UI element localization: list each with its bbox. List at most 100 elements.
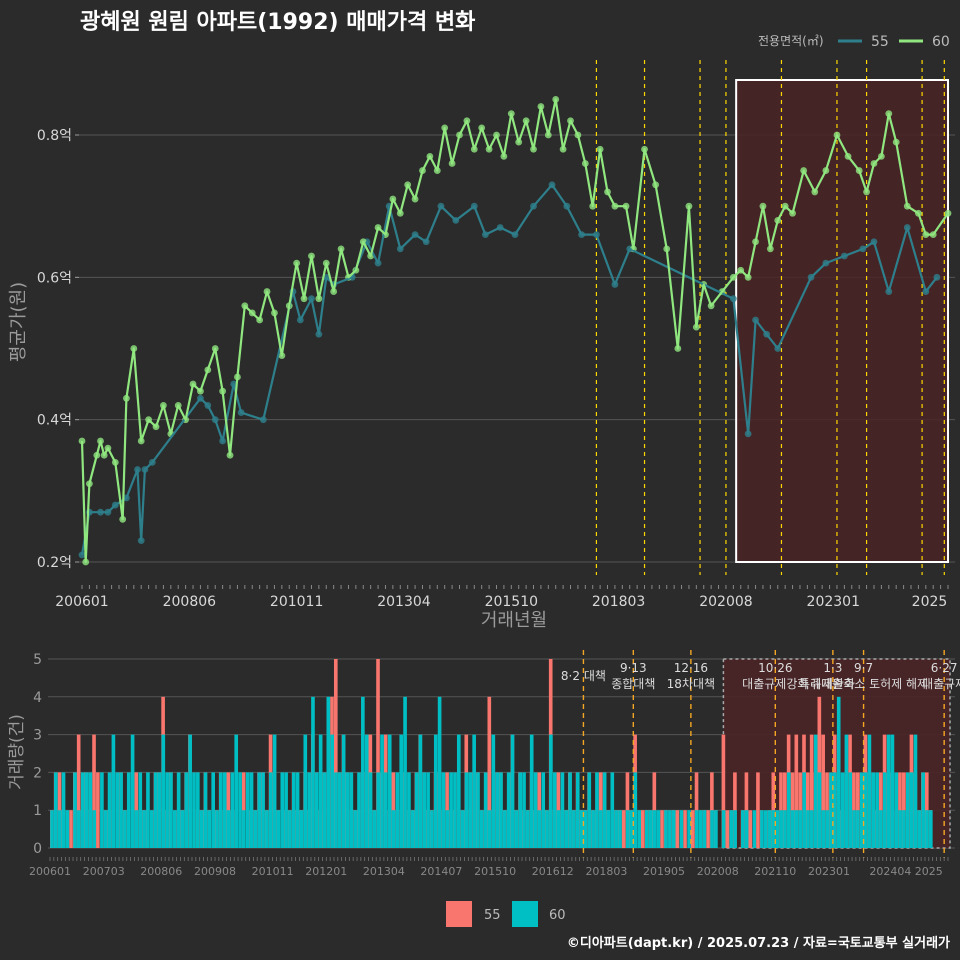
volume-bar-60 xyxy=(556,810,561,848)
volume-bar-60 xyxy=(598,810,603,848)
volume-bar-60 xyxy=(460,810,465,848)
volume-bar-60 xyxy=(92,810,97,848)
volume-bar-60 xyxy=(875,772,879,848)
volume-bar-60 xyxy=(410,810,415,848)
volume-bar-60 xyxy=(472,734,476,848)
volume-policy-label: 10·26 xyxy=(758,661,792,675)
price-highlight-box xyxy=(735,79,950,563)
volume-bar-60 xyxy=(591,810,595,848)
volume-bar-60 xyxy=(537,810,542,848)
volume-x-tick-label: 202008 xyxy=(697,865,739,878)
volume-bar-60 xyxy=(361,696,365,848)
volume-bar-60 xyxy=(276,810,281,848)
volume-bar-60 xyxy=(441,772,446,848)
volume-bar-60 xyxy=(107,772,112,848)
volume-bar-60 xyxy=(61,772,66,848)
volume-bar-55 xyxy=(487,696,492,848)
volume-bar-60 xyxy=(207,810,212,848)
volume-bar-60 xyxy=(579,810,584,848)
volume-bar-60 xyxy=(840,772,845,848)
volume-bar-60 xyxy=(787,772,791,848)
volume-bar-60 xyxy=(637,810,641,848)
volume-bar-60 xyxy=(503,810,507,848)
volume-bar-60 xyxy=(391,810,396,848)
volume-bar-60 xyxy=(299,810,304,848)
volume-policy-label: 종합대책 xyxy=(611,676,655,691)
price-line-55 xyxy=(80,183,938,556)
volume-policy-label: 대출규제 xyxy=(922,677,960,691)
volume-x-tick-label: 200703 xyxy=(83,865,125,878)
volume-bar-60 xyxy=(50,810,54,848)
volume-bar-60 xyxy=(829,772,833,848)
volume-bar-60 xyxy=(368,772,373,848)
price-y-tick-label: 0.8억 xyxy=(37,128,72,144)
volume-bar-60 xyxy=(422,772,427,848)
volume-bar-60 xyxy=(518,772,523,848)
volume-bar-60 xyxy=(326,696,331,848)
volume-bar-55 xyxy=(69,810,73,848)
volume-bar-60 xyxy=(522,772,526,848)
volume-bar-60 xyxy=(215,810,219,848)
volume-bar-60 xyxy=(752,810,757,848)
volume-bar-60 xyxy=(917,810,922,848)
volume-bar-60 xyxy=(871,772,876,848)
volume-bar-60 xyxy=(134,810,139,848)
volume-bar-60 xyxy=(533,772,538,848)
volume-bar-60 xyxy=(587,772,592,848)
price-x-tick-label: 201510 xyxy=(485,594,538,610)
volume-bar-60 xyxy=(844,734,849,848)
volume-bar-60 xyxy=(625,810,630,848)
volume-bar-60 xyxy=(821,810,826,848)
volume-bar-60 xyxy=(280,772,285,848)
volume-x-tick-label: 200908 xyxy=(194,865,236,878)
volume-bar-60 xyxy=(798,810,803,848)
volume-bar-60 xyxy=(399,734,404,848)
volume-bar-60 xyxy=(268,772,273,848)
volume-bar-55 xyxy=(76,734,81,848)
volume-bar-60 xyxy=(73,772,77,848)
price-y-tick-label: 0.4억 xyxy=(37,413,72,429)
volume-bar-60 xyxy=(123,810,127,848)
volume-bar-60 xyxy=(913,734,918,848)
volume-bar-60 xyxy=(384,772,388,848)
volume-bar-60 xyxy=(506,772,511,848)
volume-bar-60 xyxy=(261,772,265,848)
volume-bar-55 xyxy=(725,810,730,848)
legend-bottom-label-55: 55 xyxy=(484,908,501,923)
volume-bar-55 xyxy=(621,810,626,848)
volume-bar-60 xyxy=(687,810,691,848)
price-panel: 0.2억 0.4억 0.6억 0.8억 200601 200806 201011 20130… xyxy=(8,60,955,631)
volume-bar-60 xyxy=(583,810,588,848)
volume-policy-label: 9·13 xyxy=(620,661,647,675)
volume-bar-60 xyxy=(345,772,350,848)
volume-bar-60 xyxy=(568,772,572,848)
volume-bar-60 xyxy=(668,810,672,848)
price-x-tick-label: 2025 xyxy=(912,594,948,610)
volume-bar-60 xyxy=(380,734,384,848)
price-y-tick-label: 0.6억 xyxy=(37,270,72,286)
volume-bar-60 xyxy=(376,772,381,848)
volume-bar-60 xyxy=(57,810,62,848)
volume-bar-60 xyxy=(721,810,726,848)
volume-policy-label: 1·3 xyxy=(823,661,842,675)
volume-policy-label: 특례대출축소 토허제 해제 xyxy=(799,677,928,691)
volume-bar-60 xyxy=(882,772,887,848)
price-x-tick-label: 202008 xyxy=(699,594,752,610)
volume-bar-60 xyxy=(652,810,657,848)
volume-bar-60 xyxy=(414,772,419,848)
price-x-tick-label: 202301 xyxy=(807,594,860,610)
volume-bar-60 xyxy=(833,772,837,848)
volume-bar-60 xyxy=(430,810,434,848)
volume-bar-60 xyxy=(184,772,189,848)
volume-bar-60 xyxy=(929,810,933,848)
volume-bar-60 xyxy=(476,772,480,848)
volume-bar-60 xyxy=(925,810,929,848)
volume-bar-60 xyxy=(495,772,499,848)
volume-bar-60 xyxy=(180,810,185,848)
volume-bar-60 xyxy=(364,734,369,848)
volume-bar-60 xyxy=(219,772,223,848)
volume-bar-60 xyxy=(714,810,718,848)
volume-bar-55 xyxy=(675,810,680,848)
volume-bar-60 xyxy=(813,734,818,848)
volume-bar-60 xyxy=(890,734,895,848)
